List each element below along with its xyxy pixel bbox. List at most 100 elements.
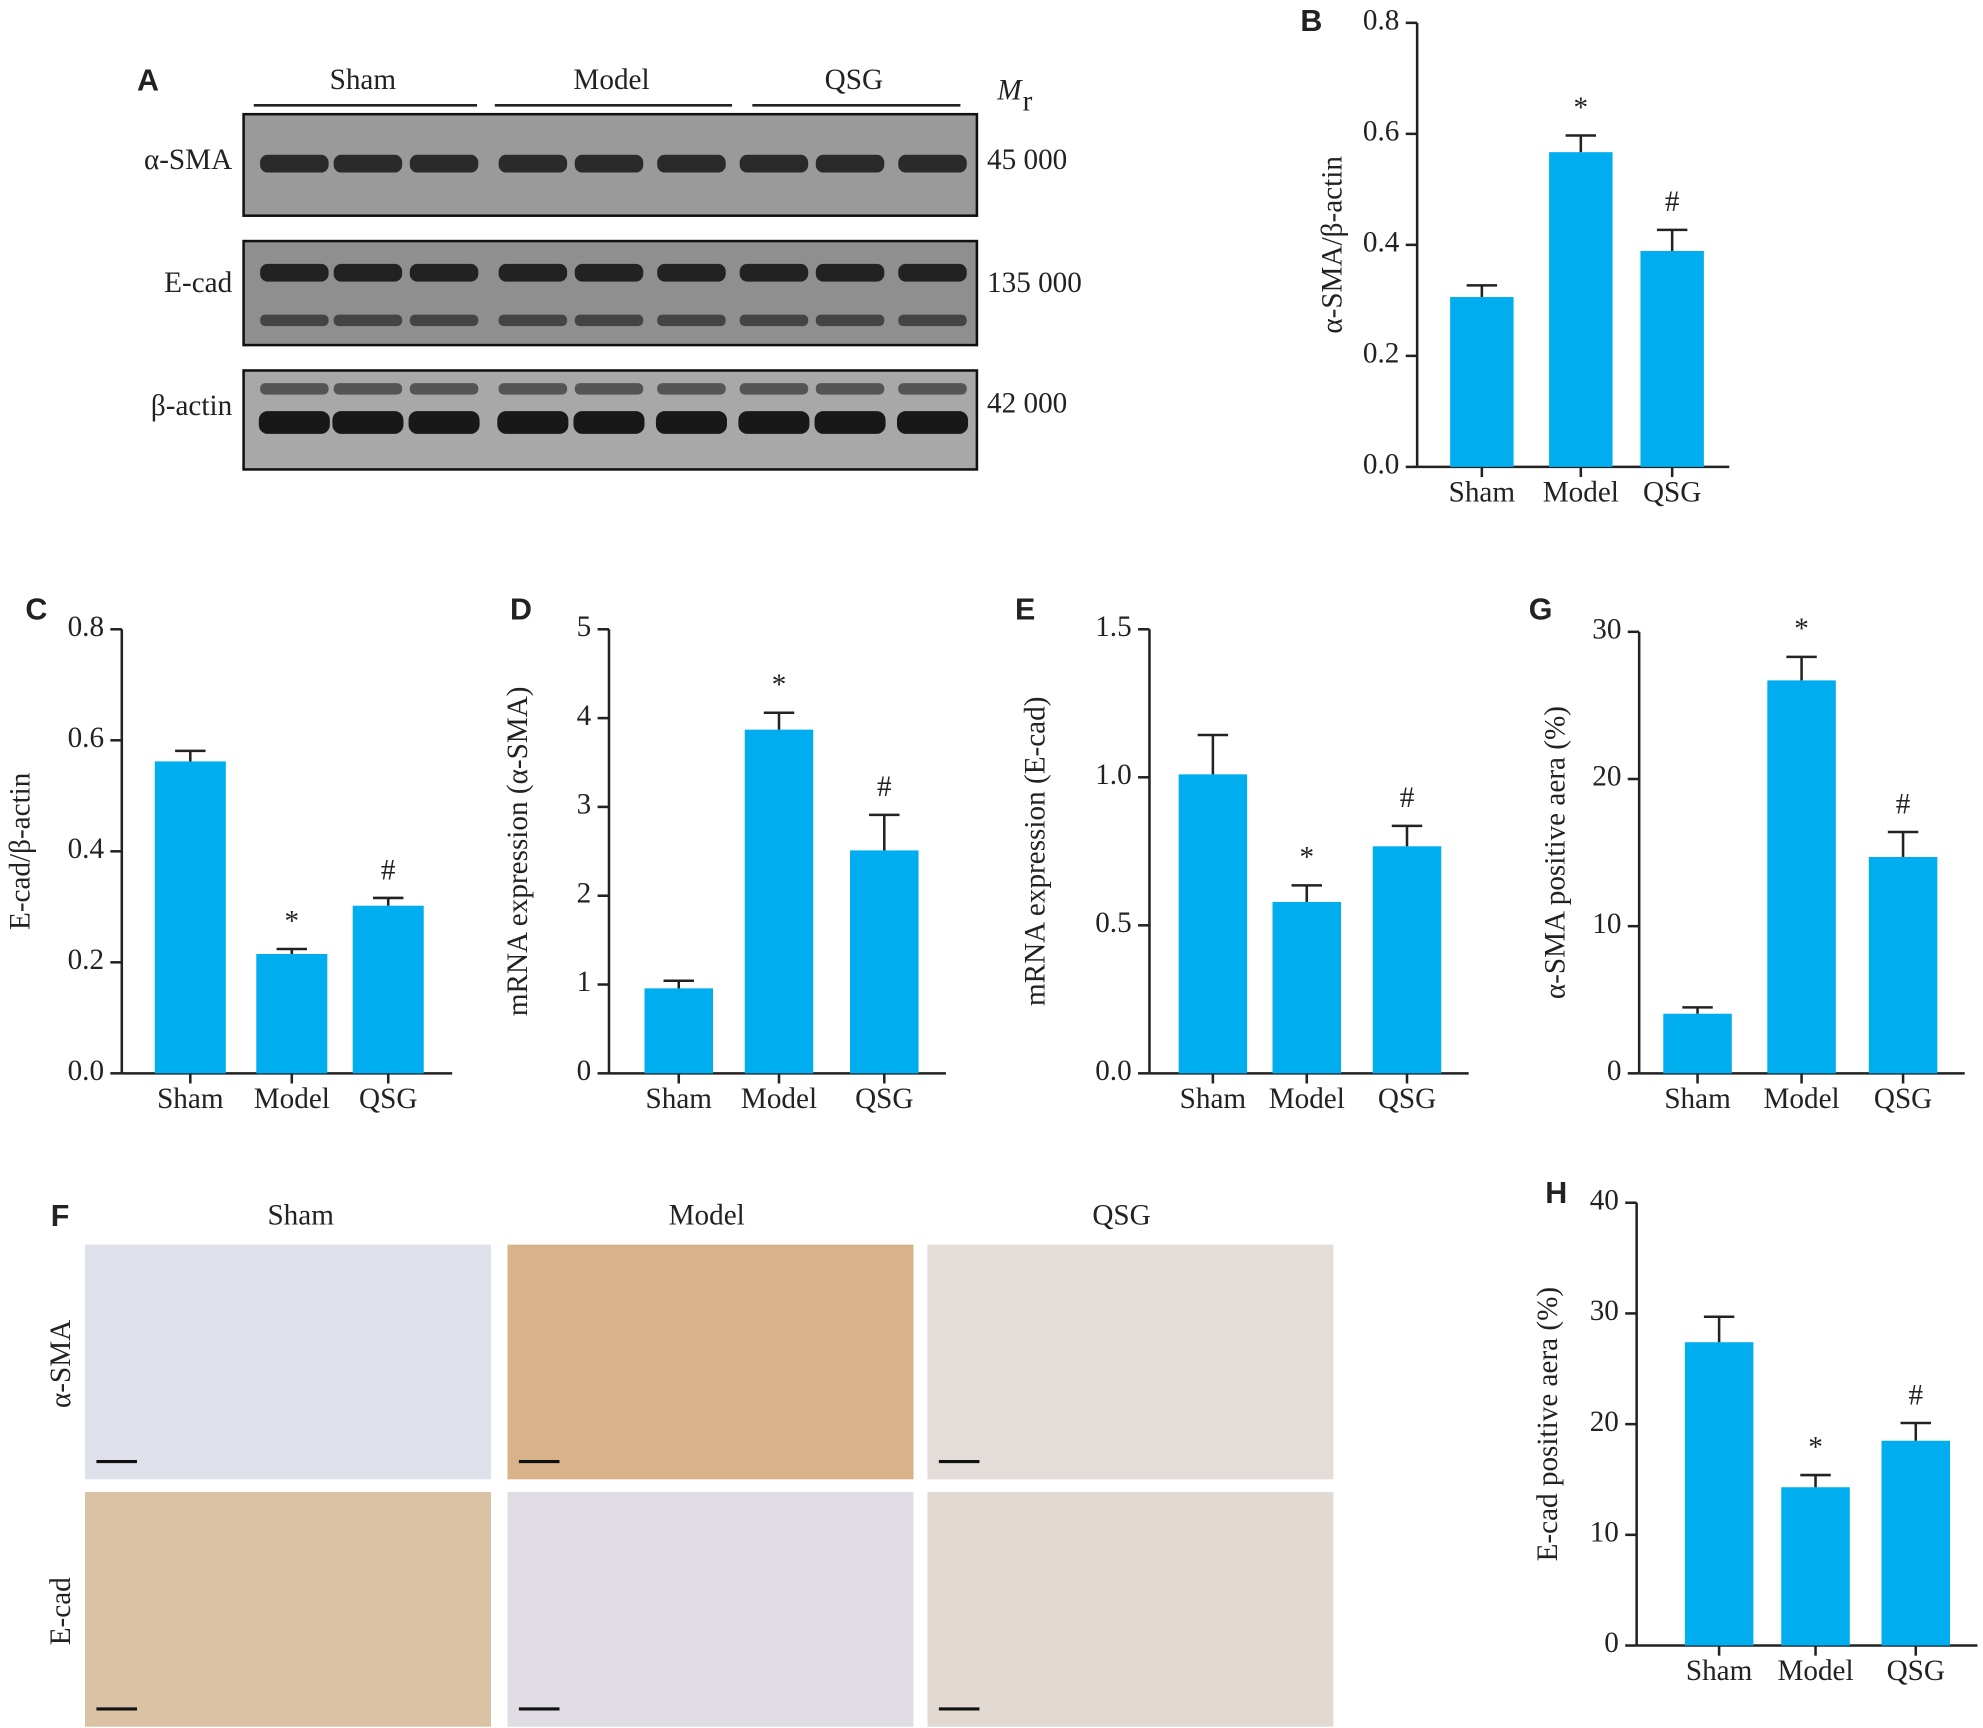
blot-images xyxy=(242,112,979,471)
blot-band xyxy=(333,154,403,173)
blot-band xyxy=(739,263,809,282)
blot-band xyxy=(574,263,644,282)
blot-band xyxy=(260,314,329,327)
error-bar xyxy=(1800,1473,1831,1488)
bar xyxy=(1684,1342,1754,1646)
bar xyxy=(1781,1487,1850,1646)
error-bar xyxy=(869,813,900,851)
blot-band xyxy=(815,383,885,395)
y-tick-label: 0.6 xyxy=(68,722,104,754)
group-label: QSG xyxy=(1092,1200,1150,1232)
blot-band xyxy=(739,383,809,395)
blot-band xyxy=(657,154,726,173)
bar xyxy=(644,988,714,1074)
error-bar xyxy=(1887,830,1919,857)
blot-band xyxy=(655,411,727,434)
blot-band xyxy=(898,314,967,327)
mw-label: 42 000 xyxy=(987,388,1067,420)
x-tick-label: Sham xyxy=(1664,1083,1731,1115)
blot-band xyxy=(573,411,645,434)
blot-band xyxy=(498,314,568,327)
x-tick-label: QSG xyxy=(1887,1655,1945,1687)
blot-band xyxy=(898,263,967,282)
error-bar xyxy=(1291,884,1322,902)
bar xyxy=(1178,774,1248,1074)
error-bar xyxy=(1786,655,1817,681)
blot-band xyxy=(574,383,644,395)
error-bar xyxy=(276,947,308,954)
error-bar xyxy=(763,711,795,730)
ihc-image xyxy=(927,1244,1334,1480)
y-tick-label: 1.5 xyxy=(1095,611,1131,643)
error-bar xyxy=(175,749,206,762)
y-tick-label: 10 xyxy=(1592,908,1621,940)
blot-band xyxy=(498,263,568,282)
y-tick-label: 10 xyxy=(1590,1517,1619,1549)
group-label: Model xyxy=(573,64,649,96)
blot-band xyxy=(898,383,967,395)
mw-label: 135 000 xyxy=(987,267,1082,299)
blot-band xyxy=(497,411,569,434)
error-bar xyxy=(1656,228,1688,251)
y-tick-label: 0.2 xyxy=(1363,338,1399,370)
x-tick-label: QSG xyxy=(359,1083,417,1115)
ihc-image xyxy=(85,1492,491,1727)
x-tick-label: Model xyxy=(1543,477,1619,509)
y-tick-label: 0.5 xyxy=(1095,907,1131,939)
y-tick-label: 20 xyxy=(1592,761,1621,793)
error-bar xyxy=(1466,284,1498,298)
x-tick-label: Sham xyxy=(157,1083,224,1115)
blot-band xyxy=(498,154,568,173)
ihc-image xyxy=(927,1492,1334,1727)
panel-letter: F xyxy=(51,1199,70,1233)
significance-mark: # xyxy=(381,854,396,886)
panel-letter: A xyxy=(137,64,159,98)
y-tick-label: 1 xyxy=(577,966,592,998)
blot-band xyxy=(498,383,568,395)
bar xyxy=(256,953,328,1074)
error-bar xyxy=(663,979,694,989)
y-tick-label: 30 xyxy=(1592,614,1621,646)
x-tick-label: Sham xyxy=(1686,1655,1753,1687)
y-tick-label: 3 xyxy=(577,789,592,821)
y-tick-label: 0.8 xyxy=(1363,5,1399,37)
bar xyxy=(1450,297,1514,467)
blot-band xyxy=(814,411,886,434)
blot-band xyxy=(739,154,809,173)
ihc-image xyxy=(507,1244,914,1480)
y-tick-label: 0.0 xyxy=(1095,1055,1131,1087)
y-tick-label: 4 xyxy=(577,700,592,732)
mw-label: 45 000 xyxy=(987,144,1067,176)
panel-letter: B xyxy=(1300,4,1322,38)
significance-mark: # xyxy=(1908,1379,1923,1411)
blot-band xyxy=(657,314,726,327)
blot-strip xyxy=(242,239,979,347)
y-tick-label: 0.0 xyxy=(68,1055,104,1087)
row-label: α-SMA xyxy=(45,1320,77,1408)
bar xyxy=(352,905,424,1074)
x-tick-label: QSG xyxy=(1643,477,1701,509)
bar xyxy=(1272,901,1342,1074)
x-tick-label: QSG xyxy=(855,1083,913,1115)
blot-band xyxy=(815,263,885,282)
x-tick-label: Model xyxy=(1269,1083,1345,1115)
bar xyxy=(1881,1440,1951,1646)
error-bar xyxy=(1391,824,1423,847)
y-tick-label: 0 xyxy=(1604,1627,1619,1659)
blot-band xyxy=(333,383,403,395)
error-bar xyxy=(1565,134,1597,153)
blot-band xyxy=(574,314,644,327)
x-tick-label: Model xyxy=(254,1083,330,1115)
y-tick-label: 30 xyxy=(1590,1295,1619,1327)
bar xyxy=(1372,846,1442,1074)
y-axis-label: E-cad/β-actin xyxy=(5,772,37,930)
y-tick-label: 0.2 xyxy=(68,944,104,976)
blot-band xyxy=(260,263,329,282)
y-tick-label: 0.4 xyxy=(1363,227,1400,259)
blot-band xyxy=(409,314,479,327)
y-tick-label: 0 xyxy=(1607,1055,1622,1087)
panel-letter: C xyxy=(25,593,47,627)
blot-band xyxy=(333,314,403,327)
group-label: Model xyxy=(669,1200,745,1232)
